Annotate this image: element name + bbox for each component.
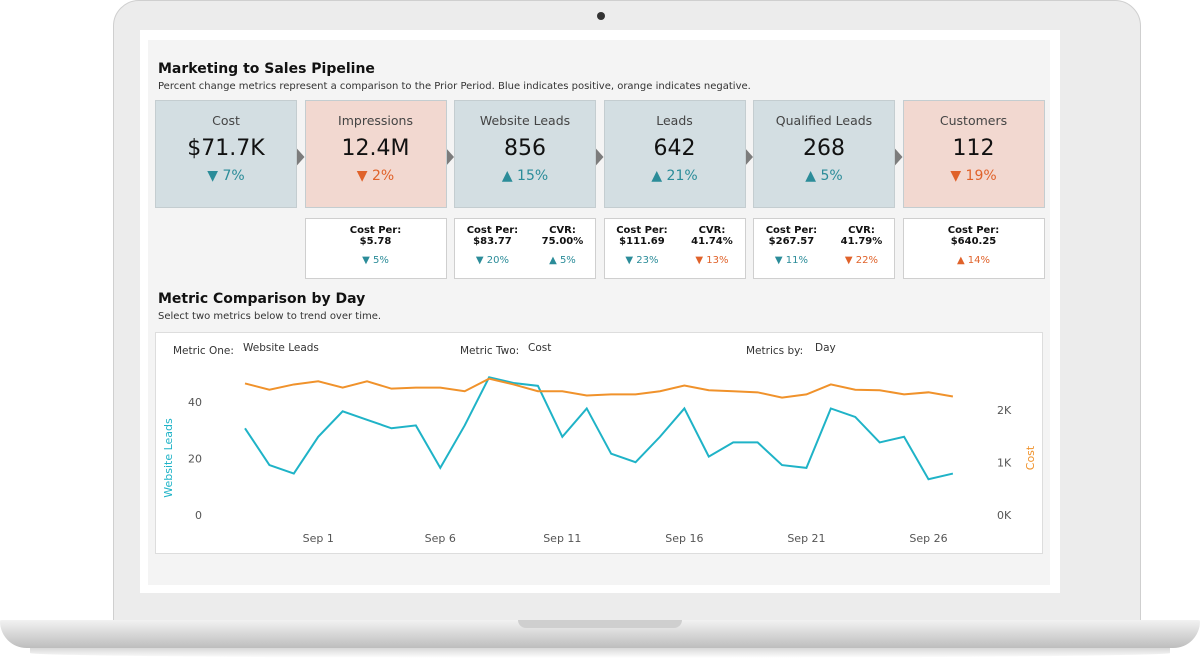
page-title: Marketing to Sales Pipeline: [158, 61, 375, 77]
kpi-value: 112: [952, 136, 995, 161]
detail-value: $640.25: [950, 236, 997, 247]
control-label: Metrics by:: [746, 345, 804, 357]
detail-column: Cost Per: $111.69 ▼ 23%: [616, 219, 667, 278]
detail-label: Cost Per:: [349, 225, 402, 236]
base-shadow: [30, 648, 1170, 658]
detail-column: Cost Per: $5.78 ▼ 5%: [350, 219, 401, 278]
detail-card: Cost Per: $267.57 ▼ 11% CVR: 41.79% ▼ 22%: [753, 218, 895, 279]
camera: [597, 12, 605, 20]
detail-change: ▼ 23%: [625, 255, 659, 266]
y-tick-label: 0: [195, 509, 202, 522]
x-tick-label: Sep 1: [303, 532, 334, 545]
detail-value: $267.57: [768, 236, 815, 247]
detail-column: CVR: 41.74% ▼ 13%: [691, 219, 733, 278]
detail-card: Cost Per: $640.25 ▲ 14%: [902, 218, 1045, 279]
kpi-change: ▼ 19%: [950, 168, 997, 184]
kpi-change: ▲ 5%: [805, 168, 843, 184]
base-notch: [518, 620, 682, 628]
x-tick-label: Sep 26: [909, 532, 947, 545]
kpi-value: 642: [653, 136, 696, 161]
detail-change: ▼ 22%: [844, 255, 878, 266]
detail-value: 41.79%: [840, 236, 883, 247]
detail-label: Cost Per:: [466, 225, 519, 236]
detail-label: CVR:: [549, 225, 576, 236]
kpi-change: ▲ 21%: [651, 168, 698, 184]
detail-card: Cost Per: $83.77 ▼ 20% CVR: 75.00% ▲ 5%: [454, 218, 596, 279]
y2-tick-label: 0K: [997, 509, 1012, 522]
detail-value: 41.74%: [691, 236, 733, 247]
detail-column: Cost Per: $267.57 ▼ 11%: [766, 219, 817, 278]
kpi-name: Leads: [656, 113, 693, 128]
detail-change: ▼ 20%: [475, 255, 509, 266]
x-tick-label: Sep 16: [665, 532, 703, 545]
kpi-name: Impressions: [338, 113, 413, 128]
control-value: Day: [815, 342, 836, 354]
page-subtitle: Percent change metrics represent a compa…: [158, 81, 751, 92]
kpi-name: Qualified Leads: [775, 113, 873, 128]
detail-value: $111.69: [619, 236, 665, 247]
detail-label: CVR:: [698, 225, 726, 236]
control-value: Website Leads: [243, 342, 319, 354]
control-value: Cost: [528, 342, 552, 354]
detail-change: ▼ 5%: [362, 255, 389, 266]
x-tick-label: Sep 21: [787, 532, 825, 545]
detail-card: Cost Per: $111.69 ▼ 23% CVR: 41.74% ▼ 13%: [603, 218, 746, 279]
detail-label: Cost Per:: [765, 225, 818, 236]
y2-axis-title: Cost: [1024, 445, 1037, 470]
kpi-value: 856: [504, 136, 546, 161]
kpi-value: 12.4M: [341, 136, 410, 161]
detail-column: Cost Per: $83.77 ▼ 20%: [467, 219, 518, 278]
kpi-name: Website Leads: [479, 113, 571, 128]
y2-tick-label: 1K: [997, 457, 1012, 470]
detail-label: Cost Per:: [616, 225, 668, 236]
detail-value: $83.77: [473, 236, 512, 247]
detail-label: Cost Per:: [947, 225, 1000, 236]
y-tick-label: 20: [188, 452, 202, 465]
section-title: Metric Comparison by Day: [158, 291, 366, 307]
detail-column: CVR: 75.00% ▲ 5%: [542, 219, 584, 278]
detail-column: CVR: 41.79% ▼ 22%: [841, 219, 883, 278]
kpi-card: Website Leads 856 ▲ 15%: [454, 100, 596, 208]
kpi-name: Customers: [939, 113, 1008, 128]
kpi-name: Cost: [212, 113, 240, 128]
kpi-value: $71.7K: [187, 136, 265, 161]
detail-change: ▼ 11%: [774, 255, 808, 266]
series-line: [244, 377, 954, 399]
kpi-change: ▼ 7%: [207, 168, 245, 184]
control-label: Metric One:: [173, 345, 234, 357]
kpi-card: Leads 642 ▲ 21%: [603, 100, 746, 208]
chart-panel: [155, 332, 1043, 554]
detail-value: 75.00%: [541, 236, 584, 247]
detail-label: CVR:: [848, 225, 875, 236]
kpi-change: ▼ 2%: [356, 168, 395, 184]
detail-change: ▲ 14%: [956, 255, 991, 266]
kpi-card: Qualified Leads 268 ▲ 5%: [753, 100, 895, 208]
kpi-card: Cost $71.7K ▼ 7%: [155, 100, 297, 208]
kpi-card: Impressions 12.4M ▼ 2%: [304, 100, 447, 208]
detail-change: ▲ 5%: [549, 255, 576, 266]
series-line: [244, 376, 954, 481]
y-tick-label: 40: [188, 396, 202, 409]
x-tick-label: Sep 11: [543, 532, 581, 545]
detail-column: Cost Per: $640.25 ▲ 14%: [948, 219, 999, 278]
section-subtitle: Select two metrics below to trend over t…: [158, 311, 382, 322]
detail-card: Cost Per: $5.78 ▼ 5%: [304, 218, 447, 279]
y-axis-title: Website Leads: [162, 418, 175, 498]
detail-value: $5.78: [359, 236, 392, 247]
x-tick-label: Sep 6: [425, 532, 456, 545]
detail-change: ▼ 13%: [695, 255, 729, 266]
kpi-change: ▲ 15%: [501, 168, 549, 184]
kpi-card: Customers 112 ▼ 19%: [902, 100, 1045, 208]
y2-tick-label: 2K: [997, 404, 1012, 417]
kpi-value: 268: [803, 136, 845, 161]
control-label: Metric Two:: [460, 345, 520, 357]
